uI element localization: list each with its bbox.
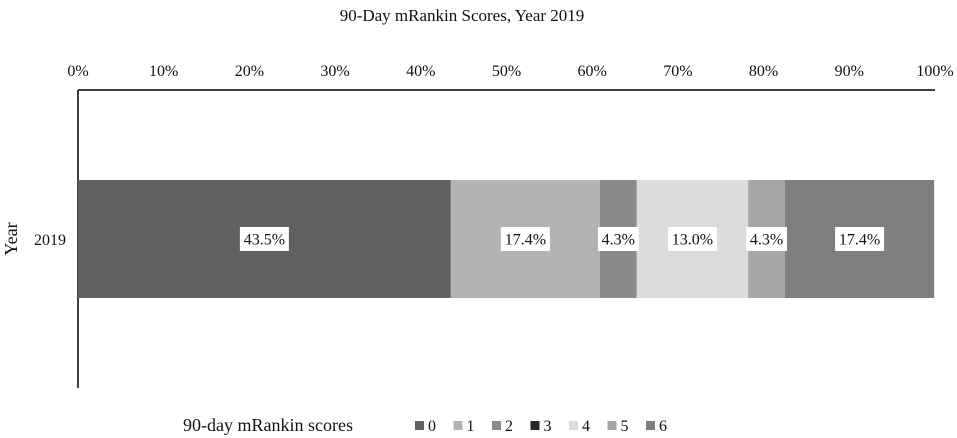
data-label-box (667, 227, 717, 251)
x-tick-label: 90% (835, 63, 864, 80)
data-label-score-6: 17.4% (835, 227, 885, 251)
data-label-score-4: 13.0% (667, 227, 717, 251)
x-tick-label: 60% (578, 63, 607, 80)
data-label-text: 4.3% (602, 232, 635, 249)
y-axis-title: Year (1, 222, 21, 255)
chart-title: 90-Day mRankin Scores, Year 2019 (340, 6, 585, 25)
x-tick-label: 50% (492, 63, 521, 80)
data-label-text: 43.5% (244, 232, 285, 249)
data-labels: 43.5% 17.4% 4.3% 13.0% 4.3% 17.4% (239, 227, 885, 251)
legend-swatch-score-3 (530, 421, 540, 430)
data-label-text: 17.4% (505, 232, 546, 249)
data-label-text: 17.4% (839, 232, 880, 249)
legend: 90-day mRankin scores 0 1 2 3 4 5 6 (183, 415, 667, 435)
legend-label-score-3: 3 (544, 418, 552, 435)
data-label-score-1: 17.4% (500, 227, 550, 251)
legend-swatch-score-4 (569, 421, 578, 430)
data-label-box (239, 227, 289, 251)
legend-swatch-score-6 (646, 421, 655, 430)
legend-swatch-score-5 (607, 421, 617, 430)
data-label-text: 13.0% (672, 232, 713, 249)
x-tick-label: 70% (663, 63, 692, 80)
category-label: 2019 (34, 232, 66, 249)
x-axis-ticks: 0% 10% 20% 30% 40% 50% 60% 70% 80% 90% 100% (67, 63, 953, 80)
legend-swatch-score-0 (415, 421, 424, 430)
x-tick-label: 40% (406, 63, 435, 80)
legend-label-score-2: 2 (505, 418, 513, 435)
data-label-box (746, 227, 787, 251)
x-tick-label: 0% (67, 63, 88, 80)
data-label-box (597, 227, 639, 251)
legend-label-score-1: 1 (467, 418, 475, 435)
x-tick-label: 100% (916, 63, 953, 80)
legend-title: 90-day mRankin scores (183, 415, 353, 435)
y-axis-categories: 2019 (34, 232, 66, 249)
legend-label-score-0: 0 (428, 418, 436, 435)
legend-swatch-score-2 (492, 421, 501, 430)
data-label-box (500, 227, 550, 251)
x-tick-label: 20% (235, 63, 264, 80)
x-tick-label: 30% (320, 63, 349, 80)
legend-label-score-4: 4 (582, 418, 590, 435)
legend-label-score-6: 6 (659, 418, 667, 435)
x-tick-label: 10% (149, 63, 178, 80)
data-label-text: 4.3% (750, 232, 783, 249)
legend-swatch-score-1 (453, 421, 463, 430)
data-label-score-0: 43.5% (239, 227, 289, 251)
data-label-score-2: 4.3% (597, 227, 639, 251)
data-label-score-5: 4.3% (746, 227, 787, 251)
legend-label-score-5: 5 (621, 418, 629, 435)
x-tick-label: 80% (749, 63, 778, 80)
data-label-box (835, 227, 885, 251)
